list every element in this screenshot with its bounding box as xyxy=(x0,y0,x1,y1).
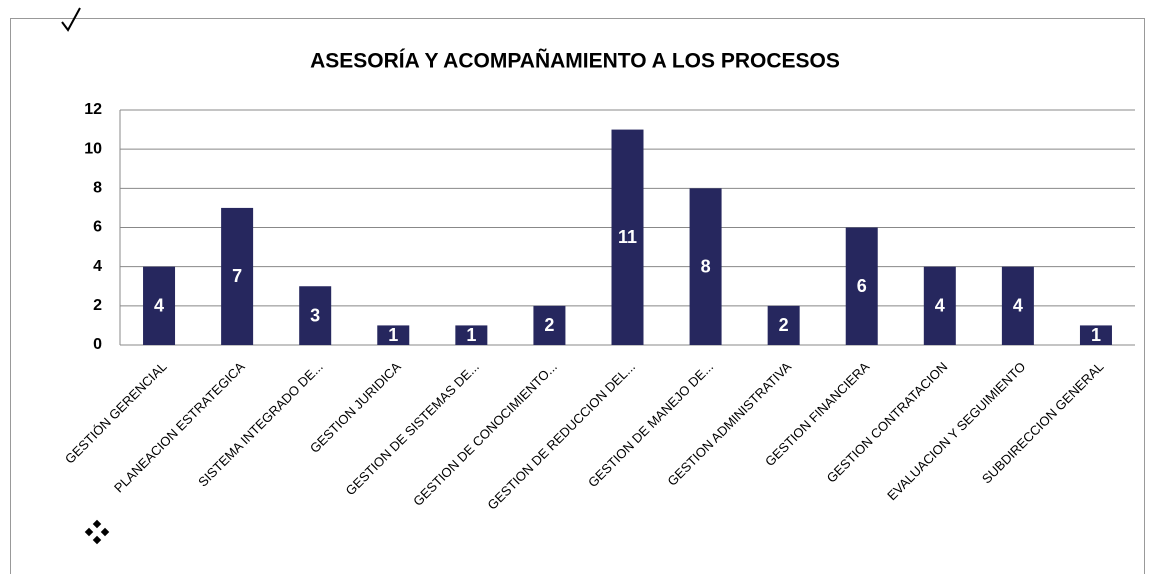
x-tick-label: SISTEMA INTEGRADO DE... xyxy=(195,359,326,490)
bar xyxy=(689,188,722,345)
data-label: 4 xyxy=(935,296,945,316)
x-tick-label: GESTION DE MANEJO DE... xyxy=(585,359,716,490)
data-label: 3 xyxy=(310,305,320,325)
bar xyxy=(845,227,878,345)
bar xyxy=(377,325,410,345)
data-label: 8 xyxy=(701,256,711,276)
x-tick-label: EVALUACION Y SEGUIMIENTO xyxy=(884,359,1028,503)
data-label: 1 xyxy=(466,325,476,345)
check-icon xyxy=(61,7,81,32)
bar xyxy=(221,207,254,345)
x-tick-label: GESTION DE CONOCIMIENTO... xyxy=(410,359,560,509)
bar xyxy=(143,266,176,345)
x-tick-label: PLANEACION ESTRATEGICA xyxy=(111,359,248,496)
x-tick-label: GESTION ADMINISTRATIVA xyxy=(664,359,794,489)
bar xyxy=(611,129,644,345)
bar xyxy=(1079,325,1112,345)
data-label: 2 xyxy=(544,315,554,335)
y-tick-label: 4 xyxy=(93,258,102,275)
bullet-icon xyxy=(84,519,110,545)
bar xyxy=(1001,266,1034,345)
bar xyxy=(923,266,956,345)
y-tick-label: 12 xyxy=(84,101,102,118)
bar xyxy=(455,325,488,345)
y-tick-label: 0 xyxy=(93,336,102,353)
y-tick-label: 2 xyxy=(93,297,102,314)
chart-border xyxy=(10,18,1145,574)
bar xyxy=(767,305,800,345)
chart-title: ASESORÍA Y ACOMPAÑAMIENTO A LOS PROCESOS xyxy=(310,50,840,73)
data-label: 1 xyxy=(1091,325,1101,345)
y-tick-label: 6 xyxy=(93,219,102,236)
data-label: 2 xyxy=(779,315,789,335)
x-tick-label: GESTION DE SISTEMAS DE... xyxy=(343,359,482,498)
bar xyxy=(299,286,332,345)
data-label: 4 xyxy=(1013,296,1023,316)
data-label: 11 xyxy=(618,227,637,247)
data-label: 7 xyxy=(232,266,242,286)
x-tick-label: GESTION DE REDUCCION DEL... xyxy=(484,359,638,513)
y-tick-label: 8 xyxy=(93,180,102,197)
data-label: 1 xyxy=(388,325,398,345)
data-label: 6 xyxy=(857,276,867,296)
data-label: 4 xyxy=(154,296,164,316)
y-tick-label: 10 xyxy=(84,140,102,157)
bar xyxy=(533,305,566,345)
